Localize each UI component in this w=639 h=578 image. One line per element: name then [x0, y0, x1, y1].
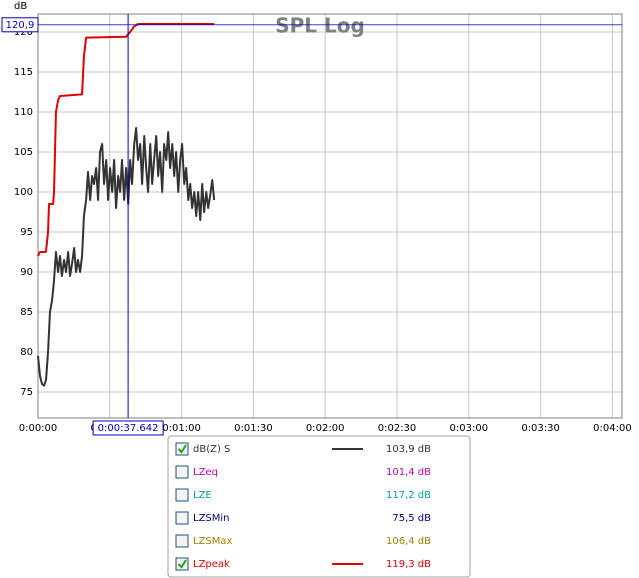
legend-item[interactable]: LZpeak 119,3 dB	[175, 557, 431, 571]
legend-checkbox[interactable]	[175, 465, 189, 479]
legend-checkbox[interactable]	[175, 511, 189, 525]
x-tick-label: 0:02:00	[306, 423, 345, 434]
legend-checkmark	[177, 559, 187, 569]
plot-area	[38, 14, 622, 418]
legend-reading: 101,4 dB	[386, 467, 431, 478]
x-tick-label: 0:02:30	[378, 423, 417, 434]
legend-reading: 106,4 dB	[386, 536, 431, 547]
cursor-x-label: 0:00:37.642	[98, 423, 159, 434]
y-tick-label: 110	[14, 107, 33, 118]
legend-checkbox[interactable]	[175, 557, 189, 571]
legend-label: LZpeak	[193, 559, 230, 570]
legend-item[interactable]: LZE 117,2 dB	[175, 488, 431, 502]
x-tick-label: 0:01:00	[162, 423, 201, 434]
legend-item[interactable]: LZSMin 75,5 dB	[175, 511, 431, 525]
legend-box	[167, 435, 471, 578]
legend-checkbox[interactable]	[175, 488, 189, 502]
legend-reading: 119,3 dB	[386, 559, 431, 570]
legend-label: LZE	[193, 490, 212, 501]
legend-label: dB(Z) S	[193, 444, 230, 455]
series-line	[37, 127, 216, 387]
plot-border	[37, 13, 623, 419]
x-tick-label: 0:04:00	[593, 423, 632, 434]
legend-item[interactable]: LZeq 101,4 dB	[175, 465, 431, 479]
legend-reading: 103,9 dB	[386, 444, 431, 455]
y-tick-label: 115	[14, 67, 33, 78]
legend-reading: 117,2 dB	[386, 490, 431, 501]
cursor-x-box	[92, 420, 164, 436]
cursor-y-box	[1, 17, 39, 33]
y-tick-label: 105	[14, 147, 33, 158]
series-line	[37, 23, 215, 257]
y-tick-label: 85	[20, 307, 33, 318]
chart-title: SPL Log	[275, 14, 365, 38]
legend-label: LZSMin	[193, 513, 230, 524]
legend-checkbox[interactable]	[175, 534, 189, 548]
legend-reading: 75,5 dB	[392, 513, 431, 524]
y-tick-label: 100	[14, 187, 33, 198]
x-tick-label: 0:03:30	[521, 423, 560, 434]
legend-checkbox[interactable]	[175, 442, 189, 456]
y-tick-label: 95	[20, 227, 33, 238]
legend-item[interactable]: LZSMax 106,4 dB	[175, 534, 431, 548]
y-tick-label: 120	[14, 27, 33, 38]
x-tick-label: 0:03:00	[450, 423, 489, 434]
legend-checkmark	[177, 444, 187, 454]
y-tick-label: 80	[20, 347, 33, 358]
cursor-y-label: 120,9	[6, 20, 35, 31]
y-axis-label: dB	[14, 1, 27, 12]
legend-label: LZeq	[193, 467, 218, 478]
legend-item[interactable]: dB(Z) S 103,9 dB	[175, 442, 431, 456]
y-tick-label: 75	[20, 387, 33, 398]
x-tick-label: 0:00:00	[19, 423, 58, 434]
legend-label: LZSMax	[193, 536, 233, 547]
y-tick-label: 90	[20, 267, 33, 278]
x-tick-label: 0:01:30	[234, 423, 273, 434]
